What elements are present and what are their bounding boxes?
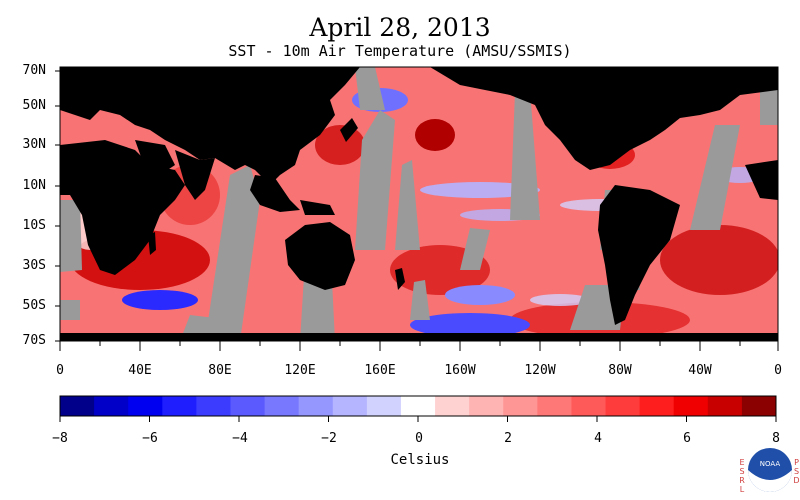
colorbar-swatch [503,396,538,416]
colorbar-swatch [435,396,470,416]
lat-label-30s: 30S [22,258,46,273]
colorbar-tick-label: −8 [52,431,68,446]
esrl-logo-text: ESRL [738,458,746,494]
map-field [60,67,778,341]
colorbar-swatch [469,396,504,416]
noaa-logo-text: NOAA [760,460,781,468]
colorbar-tick-label: −2 [321,431,337,446]
colorbar-swatch [196,396,231,416]
map-subtitle: SST - 10m Air Temperature (AMSU/SSMIS) [228,42,572,60]
cool-anomaly-patch [530,294,590,306]
colorbar-ticks [59,416,777,422]
cool-anomaly-patch [122,290,198,310]
colorbar-tick-label: −6 [142,431,158,446]
land-masses [60,67,778,341]
colorbar-swatch [400,396,436,416]
warm-anomaly-patch [415,119,455,151]
colorbar-swatch [366,396,402,416]
colorbar-tick-label: −4 [232,431,248,446]
colorbar-swatch [639,396,675,416]
colorbar-tick-label: 0 [415,431,423,446]
lat-label-10s: 10S [22,218,46,233]
lon-label-0-end: 0 [774,363,782,378]
lat-label-70s: 70S [22,333,46,348]
cool-anomaly-patch [445,285,515,305]
lon-label-80e: 80E [208,363,232,378]
noaa-logo: NOAA [748,448,792,492]
lon-label-40e: 40E [128,363,152,378]
colorbar-tick-label: 4 [594,431,602,446]
lat-label-70n: 70N [22,63,46,78]
lon-label-120e: 120E [284,363,316,378]
noaa-logo-wave [748,470,792,492]
colorbar-swatch [60,396,95,416]
lon-label-160e: 160E [364,363,396,378]
colorbar-tick-label: 6 [683,431,691,446]
colorbar-swatch [230,396,266,416]
lon-label-160w: 160W [444,363,476,378]
colorbar [59,395,777,417]
warm-anomaly-patch [660,225,778,295]
esrl-logo-letters: ESRL [739,458,745,494]
colorbar-tick-label: 8 [772,431,780,446]
colorbar-swatch [264,396,300,416]
lon-label-0: 0 [56,363,64,378]
warm-anomaly-patch [315,125,365,165]
lon-label-120w: 120W [524,363,556,378]
colorbar-swatch [537,396,572,416]
cool-anomaly-patch [410,313,530,337]
colorbar-swatch [162,396,197,416]
lon-ticks [59,341,779,351]
colorbar-swatch [741,396,777,416]
map-frame [59,66,779,342]
lat-label-30n: 30N [22,137,46,152]
colorbar-tick-label: 2 [504,431,512,446]
psd-logo-letters: PSD [793,458,800,485]
lat-label-50n: 50N [22,98,46,113]
colorbar-swatch [94,396,129,416]
colorbar-swatch [332,396,368,416]
colorbar-swatch [673,396,709,416]
lon-label-40w: 40W [688,363,712,378]
colorbar-title: Celsius [390,452,450,468]
colorbar-swatch [605,396,641,416]
colorbar-swatch [571,396,607,416]
colorbar-swatch [128,396,163,416]
colorbar-swatch [707,396,743,416]
lat-label-50s: 50S [22,298,46,313]
cool-anomaly-patch [420,182,540,198]
map-title: April 28, 2013 [309,13,491,42]
lon-label-80w: 80W [608,363,632,378]
psd-logo-text: PSD [793,458,800,485]
lat-label-10n: 10N [22,178,46,193]
colorbar-swatch [298,396,334,416]
lat-ticks [55,70,60,342]
